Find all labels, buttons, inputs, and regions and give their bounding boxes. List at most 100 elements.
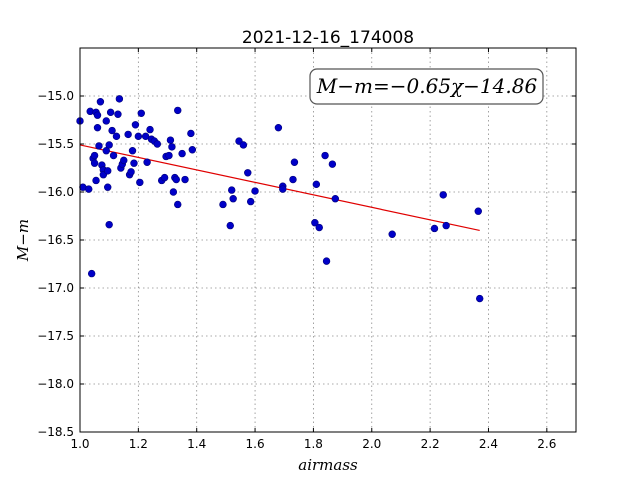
data-point [153,140,162,148]
x-tick-label: 2.0 [362,437,381,451]
y-tick-label: −16.0 [37,185,74,199]
data-point [165,151,173,160]
data-point [251,187,259,195]
data-point [128,147,137,155]
data-point [143,158,151,166]
data-point [106,108,115,117]
data-point [321,151,329,160]
y-tick-label: −17.5 [37,329,74,343]
data-point [127,168,135,176]
y-tick-label: −16.5 [37,233,74,247]
data-point [289,175,297,184]
data-point [279,185,287,193]
data-point [105,141,113,149]
x-tick-label: 2.4 [479,437,498,451]
data-point [430,224,439,233]
data-point [131,121,140,129]
data-point [244,169,252,177]
y-tick-labels: −15.0 −15.5 −16.0 −16.5 −17.0 −17.5 −18.0 −18.5 [37,89,74,439]
data-point [90,151,99,160]
data-point [174,200,182,209]
grid-lines [80,48,576,432]
data-point [311,219,319,227]
axis-ticks [79,48,576,433]
x-tick-label: 1.2 [129,437,148,451]
data-point [93,123,102,132]
data-point [328,160,337,168]
data-point [312,180,321,189]
data-point [229,195,237,203]
x-tick-labels: 1.0 1.2 1.4 1.6 1.8 2.0 2.2 2.4 2.6 [70,437,556,451]
data-point [226,221,234,230]
data-point [92,176,100,185]
x-tick-label: 1.6 [246,437,265,451]
data-point [172,175,180,184]
y-tick-label: −15.5 [37,137,74,151]
data-point [87,269,96,278]
data-point [174,106,182,115]
data-point [136,178,144,187]
y-tick-label: −15.0 [37,89,74,103]
data-point [112,132,121,141]
fit-annotation: M−m=−0.65χ−14.86 [309,68,544,105]
data-point [134,132,143,141]
data-point [108,126,116,135]
y-tick-label: −18.5 [37,425,74,439]
data-point [442,221,450,230]
data-point [124,130,132,139]
data-point [130,159,138,167]
x-axis-label: airmass [298,456,358,474]
y-tick-label: −18.0 [37,377,74,391]
data-point [188,146,197,154]
data-point [178,149,186,158]
data-point [120,156,128,165]
x-tick-label: 1.4 [187,437,206,451]
data-point [290,158,299,166]
x-tick-label: 1.8 [304,437,323,451]
y-axis-label: M−m [14,219,32,262]
annotation-box [309,68,544,105]
data-point [105,220,113,229]
data-point [439,191,447,199]
data-point [169,188,178,196]
annotation-text: M−m=−0.65χ−14.86 [316,74,538,98]
data-point [115,95,124,103]
data-point [104,183,112,191]
data-point [104,167,112,175]
data-point [315,223,323,232]
x-tick-label: 1.0 [70,437,89,451]
x-tick-label: 2.2 [421,437,440,451]
data-point [274,123,283,132]
x-tick-label: 2.6 [537,437,556,451]
data-point [239,141,248,149]
data-point [160,173,169,182]
data-point [322,257,331,265]
data-point [141,132,150,141]
data-point [219,200,227,209]
data-point [95,142,103,150]
data-point [102,147,110,155]
data-point [181,175,189,184]
data-point [246,197,255,206]
data-point [85,185,93,193]
data-point [228,186,236,194]
data-point [168,143,176,151]
data-point [114,110,122,118]
data-point [388,230,396,238]
data-point [102,117,110,125]
data-point [166,136,175,144]
data-point [109,151,118,160]
data-point [331,195,339,203]
y-tick-label: −17.0 [37,281,74,295]
data-point [137,109,145,117]
data-point [96,98,105,106]
data-point [146,125,154,134]
chart-title: 2021-12-16_174008 [242,28,414,48]
data-point [474,207,482,215]
data-points [76,95,484,303]
data-point [187,129,195,138]
data-point [93,111,102,119]
data-point [90,159,99,167]
data-point [476,294,484,303]
